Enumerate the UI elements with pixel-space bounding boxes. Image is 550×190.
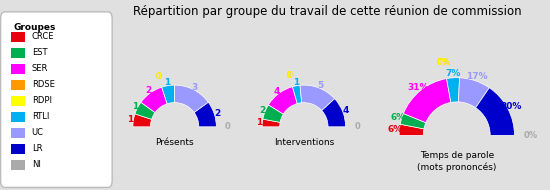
Text: 4: 4 [274, 87, 280, 96]
Text: 30%: 30% [500, 102, 522, 111]
Text: LR: LR [32, 144, 42, 153]
Wedge shape [141, 87, 167, 113]
Text: CRCE: CRCE [32, 32, 54, 41]
Text: Temps de parole
(mots prononcés): Temps de parole (mots prononcés) [417, 151, 497, 172]
Wedge shape [399, 124, 424, 135]
Text: RDPI: RDPI [32, 96, 52, 105]
Bar [12, 128, 25, 138]
Text: SER: SER [32, 64, 48, 73]
Text: 3: 3 [192, 83, 198, 92]
Bar [12, 144, 25, 154]
Text: 2: 2 [259, 106, 266, 115]
Text: NI: NI [32, 160, 41, 169]
Text: 17%: 17% [466, 72, 487, 81]
Bar [12, 64, 25, 74]
Text: 4: 4 [342, 106, 349, 115]
FancyBboxPatch shape [1, 12, 112, 187]
Text: 1: 1 [164, 78, 170, 87]
Wedge shape [322, 99, 345, 127]
Text: Interventions: Interventions [274, 139, 334, 147]
Wedge shape [447, 78, 460, 102]
Text: 0: 0 [155, 72, 161, 81]
Wedge shape [403, 79, 451, 123]
Wedge shape [262, 119, 280, 127]
Text: 2: 2 [214, 108, 220, 118]
Text: 0: 0 [287, 71, 292, 80]
Text: 1: 1 [128, 115, 134, 124]
Wedge shape [263, 105, 283, 122]
Wedge shape [268, 87, 297, 114]
Wedge shape [133, 114, 152, 127]
Bar [12, 96, 25, 106]
Bar [12, 80, 25, 90]
Text: 0%: 0% [437, 58, 451, 67]
Text: 1: 1 [256, 118, 262, 127]
Wedge shape [194, 102, 216, 127]
Text: 6%: 6% [388, 125, 403, 134]
Wedge shape [458, 78, 490, 108]
Bar [12, 48, 25, 58]
Wedge shape [135, 102, 155, 119]
Text: EST: EST [32, 48, 47, 57]
Text: 5: 5 [317, 81, 323, 90]
Wedge shape [175, 85, 208, 113]
Text: 1: 1 [132, 102, 138, 111]
Bar [12, 32, 25, 42]
Text: 0: 0 [354, 122, 360, 131]
Text: Groupes: Groupes [13, 23, 56, 32]
Wedge shape [476, 88, 514, 135]
Wedge shape [293, 85, 301, 104]
Text: 1: 1 [293, 78, 299, 87]
Text: 6%: 6% [390, 113, 405, 122]
Text: 0: 0 [225, 122, 231, 131]
Text: Répartition par groupe du travail de cette réunion de commission: Répartition par groupe du travail de cet… [133, 5, 521, 18]
Wedge shape [400, 113, 426, 129]
Text: 7%: 7% [445, 69, 460, 78]
Bar [12, 112, 25, 122]
Text: RTLI: RTLI [32, 112, 49, 121]
Text: Présents: Présents [155, 139, 194, 147]
Wedge shape [300, 85, 335, 111]
Text: 0: 0 [287, 71, 292, 80]
Text: 0%: 0% [437, 58, 451, 67]
Text: 0: 0 [155, 72, 161, 81]
Text: UC: UC [32, 128, 43, 137]
Text: 31%: 31% [407, 83, 428, 92]
Text: 2: 2 [145, 86, 152, 95]
Bar [12, 160, 25, 170]
Text: RDSE: RDSE [32, 80, 54, 89]
Text: 0%: 0% [524, 131, 538, 140]
Wedge shape [162, 85, 175, 104]
